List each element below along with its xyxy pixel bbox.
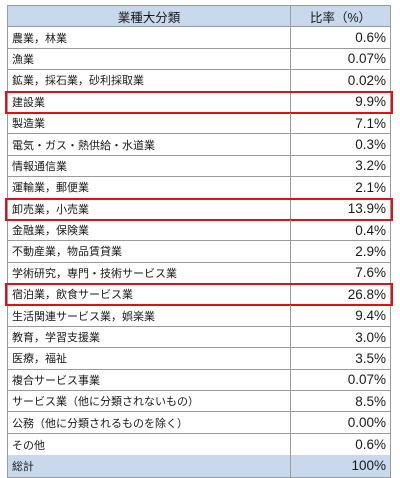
table-row: 公務（他に分類されるものを除く） 0.00% — [8, 412, 390, 434]
table-row: 金融業，保険業 0.4% — [8, 219, 390, 242]
industry-name-cell: 鉱業，採石業，砂利採取業 — [8, 70, 291, 91]
table-row: 鉱業，採石業，砂利採取業 0.02% — [8, 70, 390, 92]
ratio-value-cell: 26.8% — [347, 286, 386, 302]
total-value: 100% — [351, 458, 386, 474]
industry-name-cell: 教育，学習支援業 — [8, 326, 291, 348]
ratio-value-cell: 3.0% — [355, 329, 386, 345]
ratio-value-cell: 0.02% — [347, 72, 386, 88]
industry-name-cell: 宿泊業，飲食サービス業 — [8, 284, 291, 305]
table-row: 運輸業，郵便業 2.1% — [8, 177, 390, 199]
ratio-value-cell: 0.3% — [355, 137, 386, 153]
ratio-value-cell: 0.07% — [347, 51, 386, 67]
table-row: その他 0.6% — [8, 433, 390, 456]
industry-name-cell: 生活関連サービス業，娯楽業 — [8, 305, 291, 326]
ratio-value-cell: 8.5% — [355, 393, 386, 409]
industry-name-cell: 複合サービス事業 — [8, 369, 291, 391]
table-row: 生活関連サービス業，娯楽業 9.4% — [8, 305, 390, 327]
industry-name-cell: その他 — [8, 433, 291, 456]
table-total-row: 総計 100% — [8, 455, 390, 477]
table-header-row: 業種大分類 比率（%） — [8, 6, 390, 28]
table-row: 不動産業，物品賃貸業 2.9% — [8, 241, 390, 263]
total-label: 総計 — [8, 455, 291, 477]
ratio-value-cell: 0.4% — [355, 222, 386, 238]
ratio-value-cell: 3.2% — [355, 158, 386, 174]
ratio-value-cell: 0.00% — [347, 415, 386, 431]
table-row: 建設業 9.9% — [5, 90, 393, 114]
industry-name-cell: 情報通信業 — [8, 155, 291, 177]
header-ratio: 比率（%） — [309, 10, 372, 25]
ratio-value-cell: 9.9% — [355, 94, 386, 110]
ratio-value-cell: 9.4% — [355, 308, 386, 324]
table-row: 学術研究，専門・技術サービス業 7.6% — [8, 262, 390, 285]
ratio-value-cell: 13.9% — [347, 201, 386, 217]
ratio-value-cell: 3.5% — [355, 350, 386, 366]
ratio-value-cell: 7.6% — [355, 265, 386, 281]
industry-name-cell: 製造業 — [8, 112, 291, 134]
ratio-value-cell: 7.1% — [355, 115, 386, 131]
industry-name-cell: 不動産業，物品賃貸業 — [8, 241, 291, 262]
table-body: 農業，林業 0.6% 漁業 0.07% 鉱業，採石業，砂利採取業 0.02% 建設業 9.9%… — [5, 27, 393, 456]
industry-name-cell: 漁業 — [8, 48, 291, 70]
ratio-value-cell: 0.6% — [355, 30, 386, 46]
table-row: サービス業（他に分類されないもの） 8.5% — [8, 391, 390, 413]
ratio-value-cell: 2.1% — [355, 179, 386, 195]
ratio-value-cell: 0.6% — [355, 437, 386, 452]
industry-name-cell: 電気・ガス・熱供給・水道業 — [8, 134, 291, 155]
industry-name-cell: 金融業，保険業 — [8, 219, 291, 241]
table-row: 製造業 7.1% — [8, 112, 390, 135]
industry-name-cell: 学術研究，専門・技術サービス業 — [8, 262, 291, 284]
table-row: 漁業 0.07% — [8, 48, 390, 71]
table-row: 卸売業，小売業 13.9% — [5, 197, 393, 221]
industry-name-cell: 農業，林業 — [8, 27, 291, 48]
header-industry-category: 業種大分類 — [8, 6, 291, 27]
table-row: 医療，福祉 3.5% — [8, 348, 390, 370]
industry-name-cell: 公務（他に分類されるものを除く） — [8, 412, 291, 433]
ratio-value-cell: 0.07% — [347, 372, 386, 388]
ratio-value-cell: 2.9% — [355, 243, 386, 259]
table-row: 農業，林業 0.6% — [8, 27, 390, 49]
table-row: 複合サービス事業 0.07% — [8, 369, 390, 392]
industry-name-cell: サービス業（他に分類されないもの） — [8, 391, 291, 412]
industry-name-cell: 卸売業，小売業 — [8, 198, 291, 219]
industry-name-cell: 運輸業，郵便業 — [8, 177, 291, 198]
table-row: 電気・ガス・熱供給・水道業 0.3% — [8, 134, 390, 156]
table-row: 教育，学習支援業 3.0% — [8, 326, 390, 349]
industry-name-cell: 建設業 — [8, 91, 291, 112]
industry-name-cell: 医療，福祉 — [8, 348, 291, 369]
table-row: 宿泊業，飲食サービス業 26.8% — [5, 283, 393, 307]
table-row: 情報通信業 3.2% — [8, 155, 390, 178]
industry-ratio-table: 業種大分類 比率（%） 農業，林業 0.6% 漁業 0.07% 鉱業，採石業，砂利採取業… — [5, 5, 393, 478]
